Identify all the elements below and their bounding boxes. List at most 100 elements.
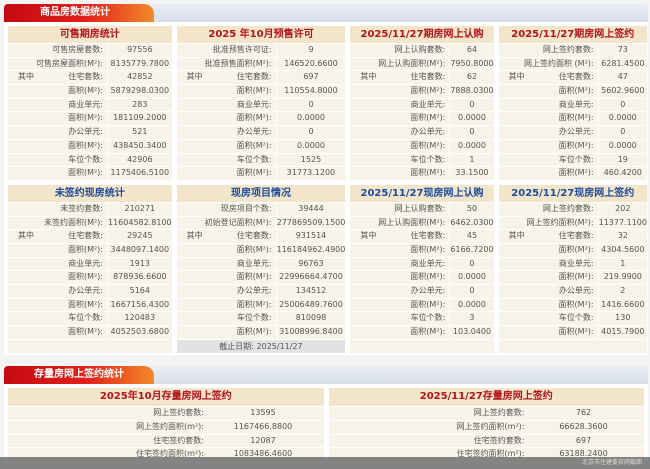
row-label: 其中 住宅套数: xyxy=(8,230,108,243)
row-label: 车位个数: xyxy=(350,153,451,167)
card-title: 2025/11/27期房网上签约 xyxy=(498,26,647,43)
table-row: 办公单元: 0 xyxy=(498,125,647,139)
row-label: 面积(M²): xyxy=(350,167,451,180)
label-text: 住宅套数: xyxy=(558,231,594,241)
row-label: 其中 住宅套数: xyxy=(8,71,108,85)
row-label: 住宅签约面积(m²): xyxy=(136,449,204,459)
table-row: 面积(M²): 0.0000 xyxy=(498,111,647,126)
label-text: 面积(M²): xyxy=(410,113,446,123)
label-text: 可售房屋套数: xyxy=(52,45,103,54)
table-row: 车位个数: 19 xyxy=(498,152,647,167)
row-value: 0.0000 xyxy=(457,140,486,150)
table-row: 批准预售许可证: 9 xyxy=(176,43,346,57)
table-row: 网上认购面积(M²): 6462.0300 xyxy=(350,215,494,230)
row-value: 7950.8000 xyxy=(450,58,494,68)
label-text: 商业单元: xyxy=(68,258,103,268)
label-text: 面积(M²): xyxy=(67,86,103,96)
label-text: 商业单元: xyxy=(558,258,594,268)
label-text: 办公单元: xyxy=(558,127,594,137)
row-label: 车位个数: xyxy=(499,153,599,167)
row-label: 办公单元: xyxy=(350,126,451,139)
label-text: 车位个数: xyxy=(410,313,446,323)
label-text: 面积(M²): xyxy=(236,140,272,150)
label-text: 办公单元: xyxy=(236,286,272,295)
table-row: 住宅签约面积(m²): 1083486.4600 xyxy=(8,447,324,461)
row-value: 0 xyxy=(620,127,626,137)
table-row: 办公单元: 0 xyxy=(350,284,494,298)
row-value: 31773.1200 xyxy=(286,168,336,178)
table-row: 办公单元: 5164 xyxy=(8,284,172,298)
row-value: 1525 xyxy=(300,154,322,164)
row-label: 网上签约面积(m²): xyxy=(136,421,204,431)
row-label: 办公单元: xyxy=(177,126,277,139)
table-row: 可售房屋套数: 97556 xyxy=(8,43,172,57)
row-label: 网上签约套数: xyxy=(153,408,204,417)
label-text: 初始登记面积(M²): xyxy=(204,217,272,227)
table-row: 车位个数: 130 xyxy=(498,311,647,326)
table-row: 商业单元: 96763 xyxy=(176,256,346,271)
row-value: 202 xyxy=(615,203,631,213)
label-text: 可售房屋面积(M²): xyxy=(35,58,103,68)
table-row: 面积(M²): 7888.0300 xyxy=(350,84,494,98)
label-text: 面积(M²): xyxy=(410,299,446,309)
table-row: 面积(M²): 4015.7900 xyxy=(498,325,647,339)
row-label: 面积(M²): xyxy=(177,271,277,284)
label-text: 面积(M²): xyxy=(410,327,446,337)
row-label: 面积(M²): xyxy=(8,85,108,98)
table-row: 面积(M²): 878936.6600 xyxy=(8,270,172,284)
row-value: 42852 xyxy=(127,72,153,82)
row-label: 其中 住宅套数: xyxy=(350,230,451,243)
label-text: 住宅套数: xyxy=(68,231,103,241)
label-text: 住宅套数: xyxy=(558,72,594,82)
table-row: 商业单元: 1 xyxy=(498,256,647,271)
row-value: 130 xyxy=(615,313,631,323)
table-row: 车位个数: 1 xyxy=(350,152,494,167)
stats-card: 可售期房统计 可售房屋套数: 97556 可售房屋面积(M²): 8135779.780… xyxy=(8,26,172,180)
row-value: 0.0000 xyxy=(608,140,637,150)
row-value: 0.0000 xyxy=(296,140,325,150)
label-text: 面积(M²): xyxy=(67,140,103,150)
row-label: 面积(M²): xyxy=(499,243,599,257)
row-label: 办公单元: xyxy=(8,285,108,298)
row-label: 商业单元: xyxy=(499,98,599,112)
label-text: 面积(M²): xyxy=(67,299,103,309)
stats-card: 2025/11/27现房网上认购 网上认购套数: 50 网上认购面积(M²): 6462… xyxy=(350,184,494,353)
row-value: 1 xyxy=(620,258,626,268)
row-label: 商业单元: xyxy=(8,257,108,271)
cutoff-date: 截止日期: 2025/11/27 xyxy=(176,338,346,353)
table-row: 车位个数: 120483 xyxy=(8,311,172,326)
table-row: 网上签约套数: 73 xyxy=(498,43,647,57)
label-text: 车位个数: xyxy=(410,154,446,164)
row-value: 0 xyxy=(469,99,475,109)
row-value: 66628.3600 xyxy=(559,421,608,431)
row-label: 可售房屋套数: xyxy=(8,44,108,57)
label-text: 面积(M²): xyxy=(236,272,272,282)
table-row: 面积(M²): 0.0000 xyxy=(176,111,346,126)
row-value: 0.0000 xyxy=(608,113,637,123)
table-row: 其中 住宅套数: 45 xyxy=(350,229,494,243)
row-value: 7888.0300 xyxy=(450,86,494,96)
table-row: 车位个数: 3 xyxy=(350,311,494,326)
row-label: 批准预售许可证: xyxy=(177,44,277,57)
row-value: 1167466.8800 xyxy=(233,421,293,431)
table-row: 面积(M²): 219.9900 xyxy=(498,270,647,284)
row-label: 网上签约套数: xyxy=(473,408,525,417)
table-row: 面积(M²): 438450.3400 xyxy=(8,138,172,153)
table-row: 面积(M²): 4052503.6800 xyxy=(8,325,172,339)
row-label: 网上签约套数: xyxy=(499,202,599,216)
row-label: 面积(M²): xyxy=(177,139,277,153)
row-value: 0.0000 xyxy=(457,272,486,282)
label-text: 面积(M²): xyxy=(236,299,272,309)
row-label: 住宅签约面积(m²): xyxy=(456,449,525,459)
card-title: 现房项目情况 xyxy=(176,184,346,202)
row-label: 车位个数: xyxy=(350,312,451,326)
row-label: 面积(M²): xyxy=(350,85,451,98)
row-value: 1913 xyxy=(129,258,150,268)
label-text: 面积(M²): xyxy=(67,113,103,123)
label-text: 商业单元: xyxy=(410,258,446,268)
label-text: 车位个数: xyxy=(68,313,103,323)
label-text: 面积(M²): xyxy=(558,327,594,337)
row-value: 64 xyxy=(466,45,478,54)
row-label: 面积(M²): xyxy=(499,167,599,180)
stats-card: 现房项目情况 现房项目个数: 39444 初始登记面积(M²): 277869509.1… xyxy=(176,184,346,353)
